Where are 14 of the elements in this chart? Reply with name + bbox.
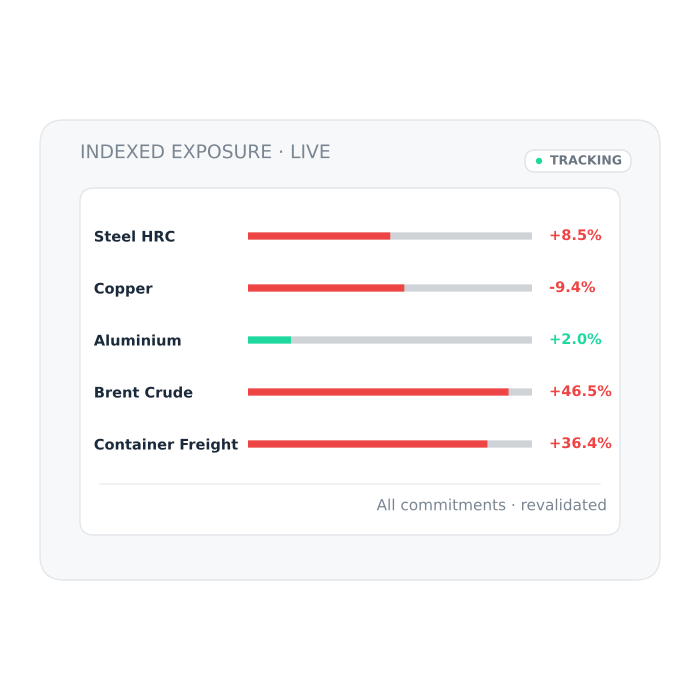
y-tick-label: Container Freight (94, 438, 238, 453)
text: +8.5% (550, 229, 602, 240)
text: +46.5% (550, 385, 612, 396)
text: +2.0% (550, 333, 602, 344)
y-tick-label: Aluminium (94, 334, 180, 346)
y-tick-label: Copper (94, 282, 152, 297)
text: -9.4% (550, 281, 596, 292)
text: +36.4% (550, 437, 612, 448)
text: TRACKING (550, 155, 622, 165)
text: All commitments · revalidated (376, 498, 606, 510)
bar (248, 336, 291, 344)
chart-title: INDEXED EXPOSURE · LIVE (82, 144, 330, 158)
y-tick-label: Brent Crude (95, 386, 192, 398)
y-tick-label: Steel HRC (94, 230, 174, 242)
